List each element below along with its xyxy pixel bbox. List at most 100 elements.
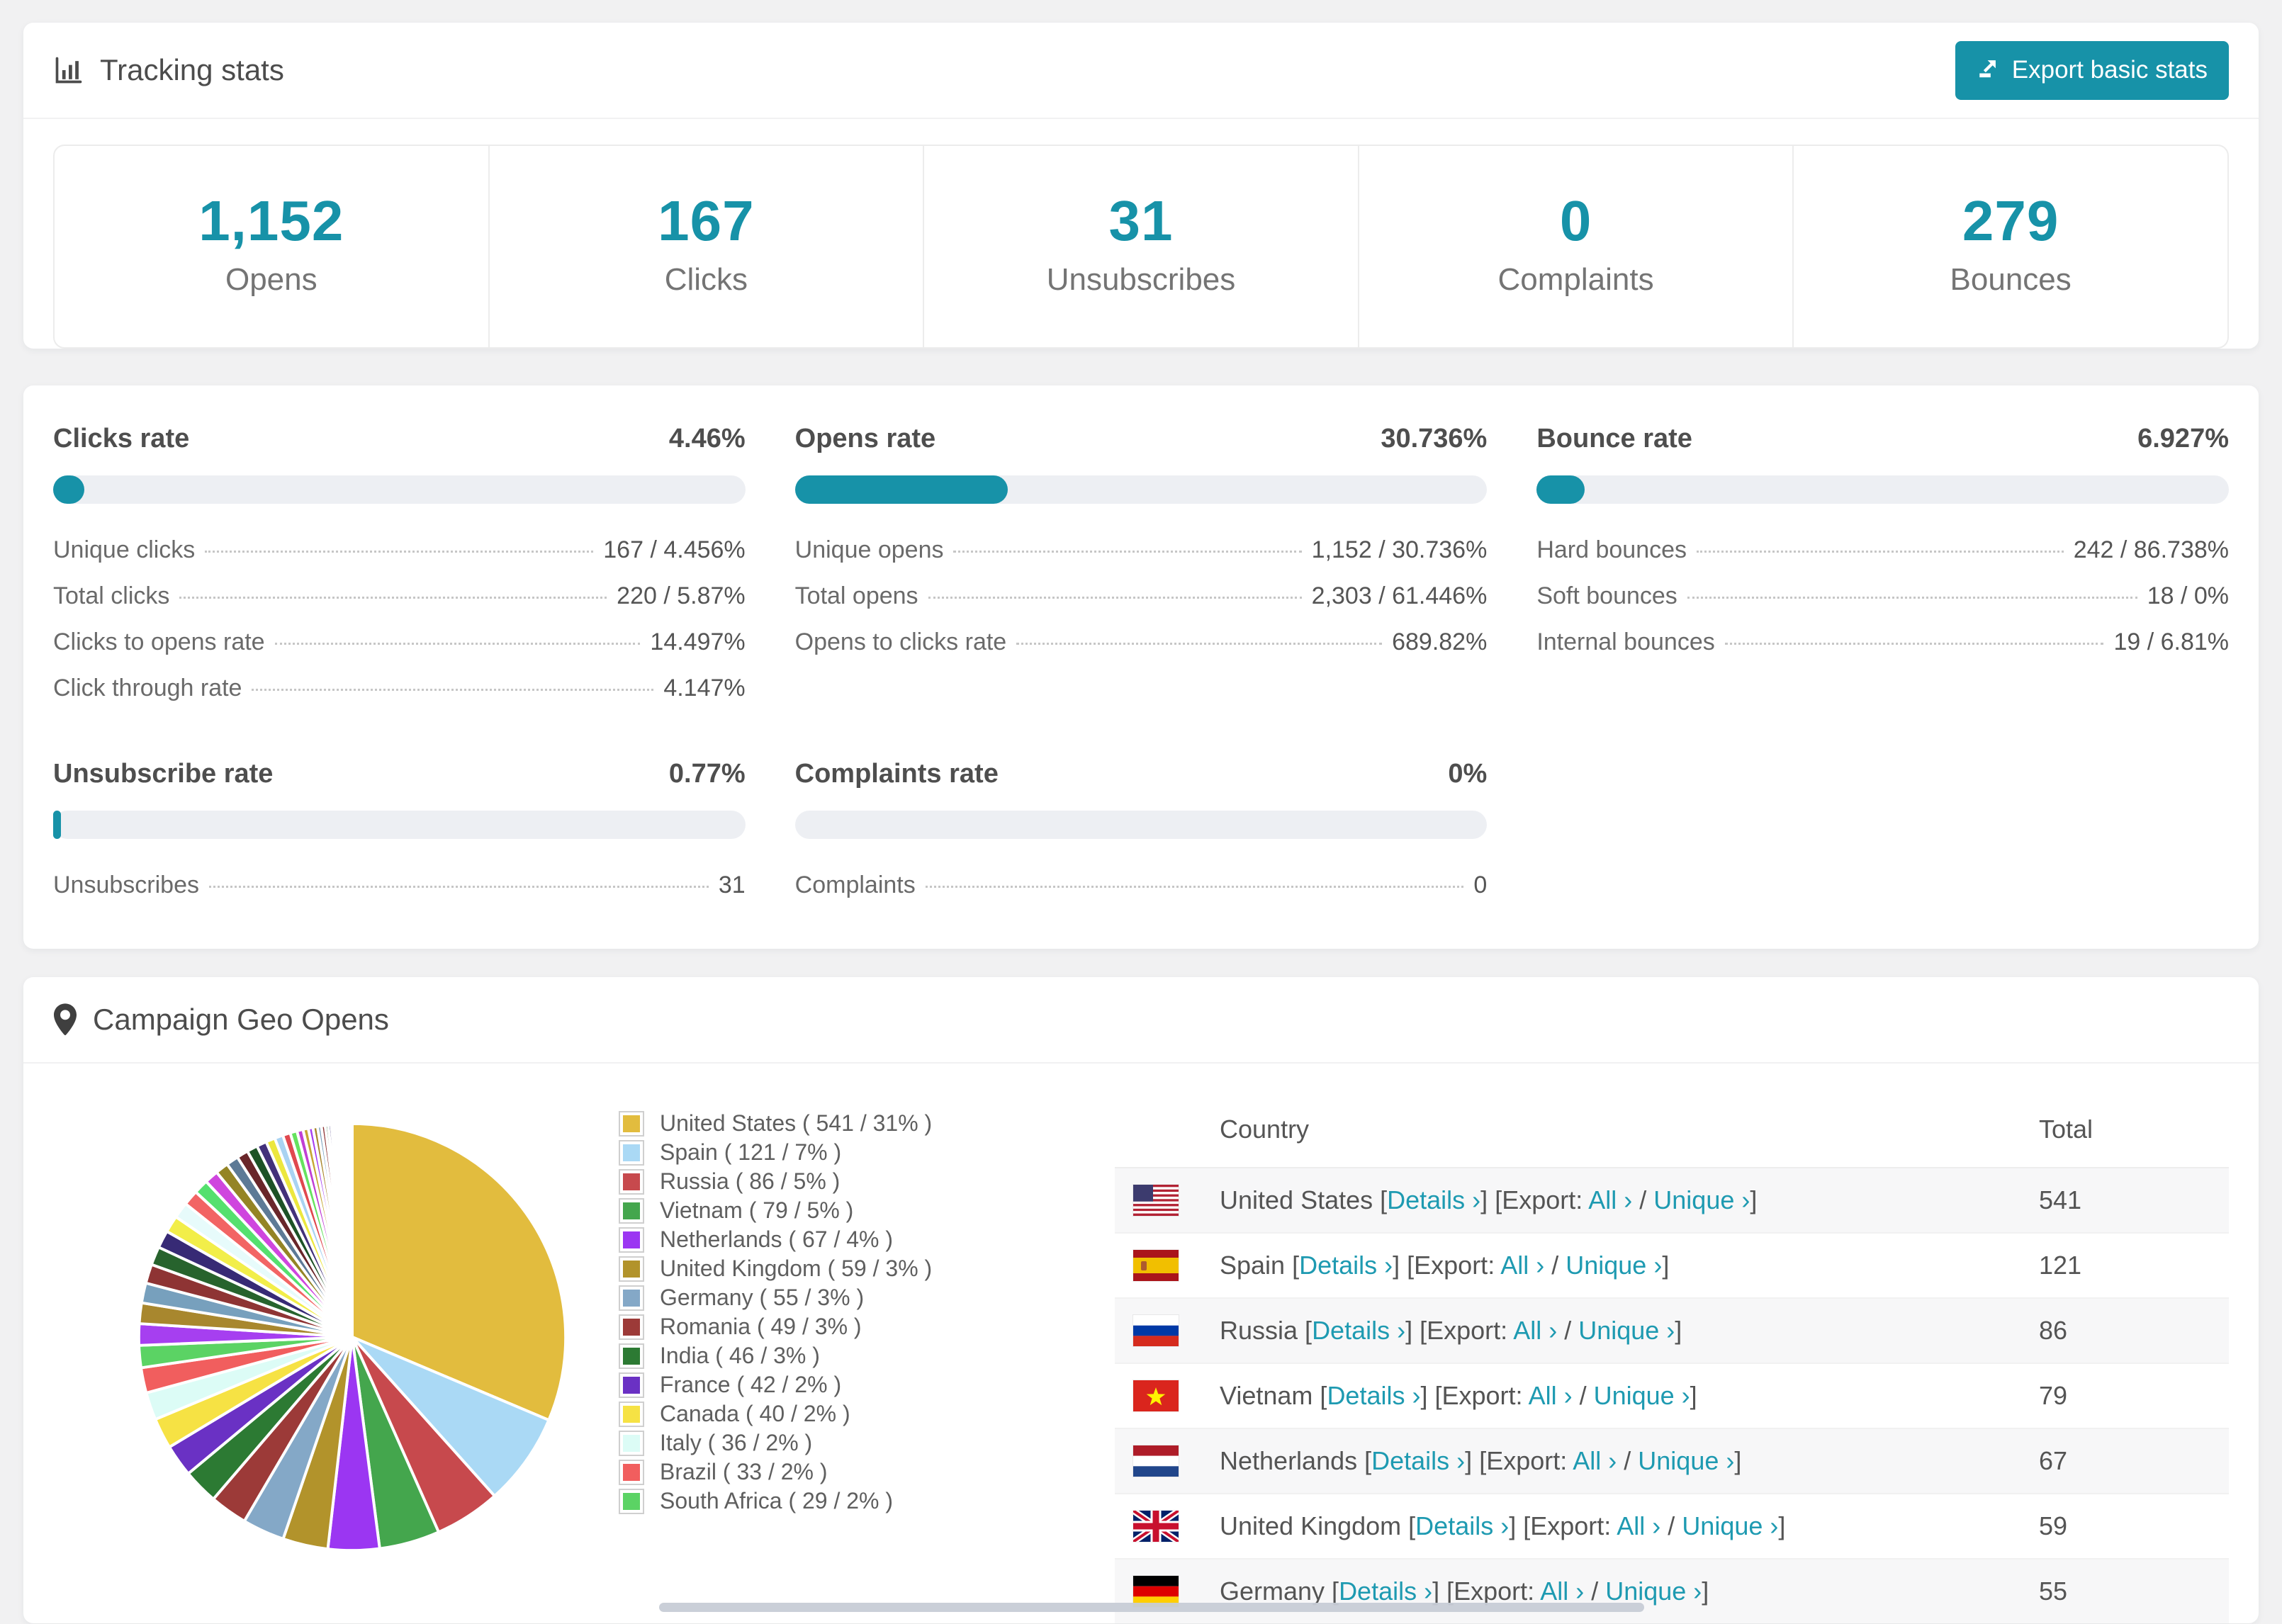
legend-color [623, 1463, 640, 1481]
export-all-link-united-kingdom[interactable]: All › [1617, 1511, 1661, 1540]
export-all-link-germany[interactable]: All › [1540, 1577, 1585, 1606]
legend-swatch [619, 1227, 644, 1253]
details-link-netherlands[interactable]: Details › [1371, 1446, 1466, 1475]
total-cell-germany: 55 [2039, 1577, 2068, 1606]
rate-row-value: 0 [1473, 872, 1488, 898]
export-all-link-spain[interactable]: All › [1500, 1251, 1545, 1280]
flag-icon-nl [1115, 1445, 1220, 1477]
stat-label: Bounces [1950, 262, 2072, 297]
country-name: United States [1220, 1185, 1381, 1214]
legend-color [623, 1260, 640, 1278]
export-unique-link-united-states[interactable]: Unique › [1653, 1185, 1750, 1214]
details-link-russia[interactable]: Details › [1312, 1316, 1406, 1345]
rate-row: Internal bounces 19 / 6.81% [1536, 628, 2229, 656]
details-link-united-kingdom[interactable]: Details › [1415, 1511, 1510, 1540]
flag-icon-ru [1115, 1314, 1220, 1347]
export-unique-link-united-kingdom[interactable]: Unique › [1682, 1511, 1779, 1540]
legend-label: France ( 42 / 2% ) [660, 1372, 842, 1397]
stat-value: 279 [1962, 189, 2059, 252]
details-link-germany[interactable]: Details › [1339, 1577, 1433, 1606]
horizontal-scrollbar-thumb[interactable] [659, 1603, 1644, 1612]
legend-swatch [619, 1488, 644, 1514]
stat-value: 1,152 [198, 189, 344, 252]
geo-pie-chart [53, 1064, 613, 1623]
rate-row-label: Total clicks [53, 582, 170, 609]
rate-row: Unique opens 1,152 / 30.736% [795, 536, 1488, 564]
rate-row: Clicks to opens rate 14.497% [53, 628, 746, 656]
rate-row-label: Click through rate [53, 675, 242, 701]
export-basic-stats-button[interactable]: Export basic stats [1955, 40, 2229, 100]
rate-row-label: Unique opens [794, 536, 944, 563]
legend-color [623, 1202, 640, 1219]
dotted-leader [1016, 643, 1383, 645]
legend-item-russia: Russia ( 86 / 5% ) [619, 1167, 1115, 1196]
rate-row: Total opens 2,303 / 61.446% [795, 582, 1488, 610]
flag-icon-gb [1115, 1510, 1220, 1543]
rate-block-complaints-rate: Complaints rate 0% Complaints 0 [794, 759, 1488, 899]
legend-swatch [619, 1401, 644, 1427]
export-unique-link-russia[interactable]: Unique › [1578, 1316, 1675, 1345]
export-all-link-russia[interactable]: All › [1513, 1316, 1558, 1345]
details-link-vietnam[interactable]: Details › [1327, 1381, 1421, 1410]
bar-chart-icon [53, 55, 84, 86]
rate-row-label: Opens to clicks rate [794, 628, 1007, 655]
total-cell-spain: 121 [2039, 1251, 2082, 1280]
rate-row: Total clicks 220 / 5.87% [53, 582, 746, 610]
details-link-spain[interactable]: Details › [1299, 1251, 1393, 1280]
legend-swatch [619, 1197, 644, 1224]
flag-icon-vn [1115, 1380, 1220, 1412]
table-row-netherlands: Netherlands [Details ›] [Export: All › /… [1115, 1429, 2229, 1494]
progress-bar [1536, 475, 2229, 504]
legend-item-netherlands: Netherlands ( 67 / 4% ) [619, 1225, 1115, 1254]
rate-row-value: 689.82% [1392, 628, 1488, 655]
legend-label: South Africa ( 29 / 2% ) [660, 1488, 894, 1513]
export-unique-link-netherlands[interactable]: Unique › [1638, 1446, 1735, 1475]
geo-table: Country Total United States [Details ›] [E… [1115, 1092, 2229, 1623]
legend-item-south-africa: South Africa ( 29 / 2% ) [619, 1487, 1115, 1516]
tracking-stats-card: Tracking stats Export basic stats 1,152 O… [23, 23, 2259, 349]
pie-slice-united-states [351, 1122, 568, 1422]
legend-swatch [619, 1110, 644, 1137]
rate-row-value: 242 / 86.738% [2073, 536, 2229, 563]
legend-item-france: France ( 42 / 2% ) [619, 1370, 1115, 1399]
rate-row-value: 18 / 0% [2147, 582, 2229, 609]
legend-color [623, 1405, 640, 1423]
export-all-link-vietnam[interactable]: All › [1528, 1381, 1573, 1410]
progress-bar [794, 811, 1488, 839]
geo-title: Campaign Geo Opens [93, 1003, 389, 1036]
country-name: United Kingdom [1220, 1511, 1409, 1540]
rate-value: 6.927% [2137, 424, 2229, 453]
country-cell-russia: Russia [Details ›] [Export: All › / Uniq… [1220, 1316, 1682, 1345]
rate-value: 0.77% [668, 759, 746, 789]
rate-row-label: Complaints [794, 872, 916, 898]
export-unique-link-spain[interactable]: Unique › [1566, 1251, 1663, 1280]
dotted-leader [208, 886, 709, 888]
export-button-label: Export basic stats [2011, 56, 2208, 84]
dotted-leader [1687, 597, 2137, 599]
dotted-leader [928, 597, 1302, 599]
dotted-leader [274, 643, 641, 645]
export-unique-link-vietnam[interactable]: Unique › [1593, 1381, 1690, 1410]
legend-color [623, 1115, 640, 1132]
rate-block-bounce-rate: Bounce rate 6.927% Hard bounces 242 / 86.73… [1536, 424, 2229, 702]
pie-chart-svg [137, 1122, 568, 1552]
campaign-geo-opens-card: Campaign Geo Opens United States ( 541 /… [23, 977, 2259, 1623]
legend-label: Vietnam ( 79 / 5% ) [660, 1197, 854, 1223]
rate-row-value: 2,303 / 61.446% [1311, 582, 1488, 609]
export-unique-link-germany[interactable]: Unique › [1605, 1577, 1702, 1606]
rate-value: 0% [1448, 759, 1488, 789]
export-all-link-netherlands[interactable]: All › [1573, 1446, 1617, 1475]
geo-header: Campaign Geo Opens [23, 977, 2259, 1064]
geo-body: United States ( 541 / 31% ) Spain ( 121 /… [23, 1064, 2259, 1623]
export-all-link-united-states[interactable]: All › [1588, 1185, 1633, 1214]
legend-color [623, 1347, 640, 1365]
details-link-united-states[interactable]: Details › [1387, 1185, 1481, 1214]
legend-color [623, 1376, 640, 1394]
table-row-united-kingdom: United Kingdom [Details ›] [Export: All … [1115, 1494, 2229, 1560]
country-name: Germany [1220, 1577, 1332, 1606]
legend-swatch [619, 1256, 644, 1282]
rate-row: Unsubscribes 31 [53, 872, 746, 899]
rate-row-label: Hard bounces [1536, 536, 1687, 563]
legend-color [623, 1318, 640, 1336]
